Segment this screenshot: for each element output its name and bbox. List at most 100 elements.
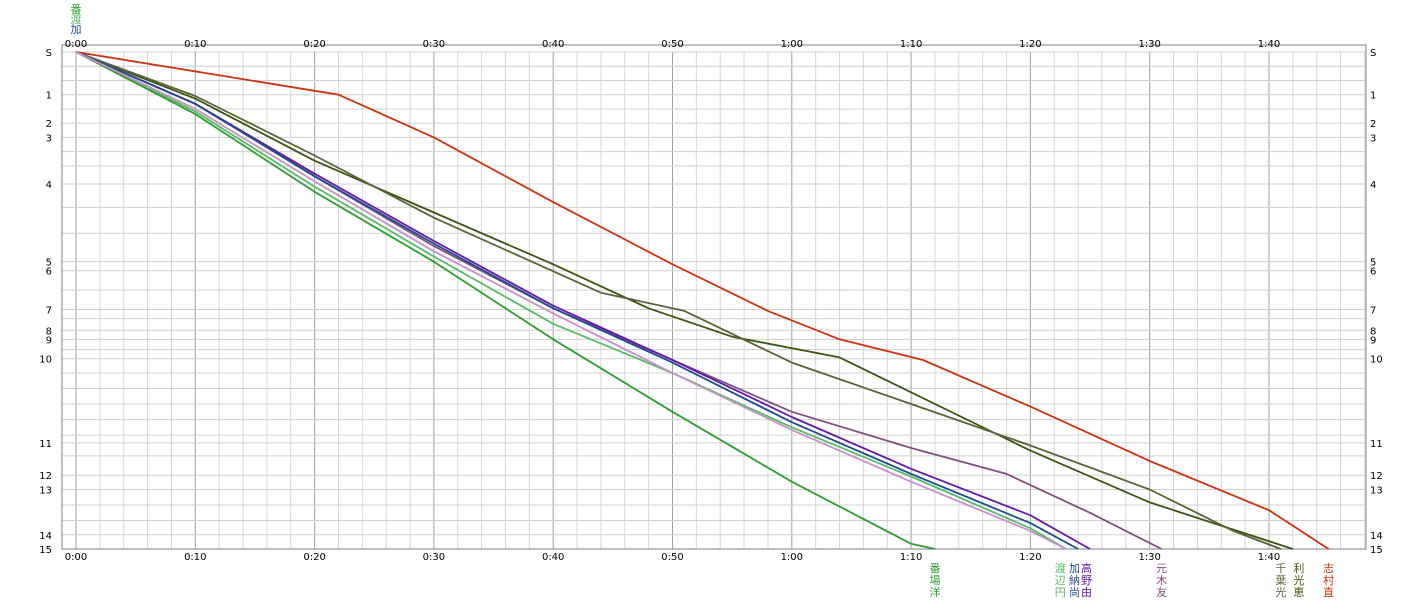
x-tick-label-top: 0:40 [542, 39, 564, 50]
series-line-8 [75, 51, 936, 550]
series-name-label: 高野由 [1081, 561, 1092, 599]
plot-border [61, 44, 1367, 550]
series-name-label: 加納尚 [1069, 562, 1080, 599]
y-tick-label-right: 5 [1370, 258, 1376, 269]
series-line-6 [75, 51, 1079, 550]
series-line-1 [75, 51, 1330, 550]
series-name-label: 利光恵 [1293, 562, 1304, 599]
y-tick-label-left: 12 [39, 471, 52, 482]
y-tick-label-left: S [46, 48, 52, 59]
series-name-char: 場 [929, 574, 940, 587]
x-tick-label-top: 0:00 [65, 39, 87, 50]
y-tick-label-right: 10 [1370, 355, 1383, 366]
top-left-glyph: 番 [71, 3, 82, 16]
x-tick-label-top: 1:20 [1019, 39, 1041, 50]
series-name-char: 野 [1081, 574, 1092, 587]
x-axis-ticks: 0:00 0:00 0:10 0:10 0:20 0:20 0:30 0:30 0:40 0:40… [65, 39, 1280, 563]
y-tick-label-left: 8 [46, 326, 52, 337]
x-tick-label-top: 0:10 [184, 39, 206, 50]
series-name-char: 千 [1275, 562, 1286, 575]
y-tick-label-left: 3 [46, 133, 52, 144]
series-name-label: 渡辺円 [1055, 561, 1066, 599]
y-tick-label-left: 7 [46, 306, 52, 317]
series-name-char: 渡 [1055, 561, 1066, 575]
y-tick-label-right: 3 [1370, 133, 1376, 144]
x-tick-label-top: 1:10 [900, 39, 922, 50]
plot-frame [61, 44, 1367, 550]
y-tick-label-left: 4 [46, 180, 52, 191]
y-tick-label-left: 11 [39, 439, 52, 450]
x-tick-label-bottom: 1:00 [781, 552, 803, 563]
x-tick-label-bottom: 1:30 [1138, 552, 1160, 563]
series-name-char: 円 [1055, 586, 1066, 599]
y-tick-label-right: 6 [1370, 267, 1376, 278]
series-name-char: 直 [1323, 585, 1334, 599]
y-tick-label-right: 11 [1370, 439, 1383, 450]
x-tick-label-bottom: 0:20 [303, 552, 325, 563]
y-tick-label-left: 13 [39, 485, 52, 496]
x-tick-label-bottom: 0:10 [184, 552, 206, 563]
series-name-label: 番場洋 [929, 562, 940, 599]
top-left-glyph: 渡 [71, 12, 82, 26]
x-tick-label-top: 0:20 [303, 39, 325, 50]
y-tick-label-right: 13 [1370, 485, 1383, 496]
series-name-char: 洋 [929, 585, 940, 599]
series-name-char: 尚 [1069, 585, 1080, 599]
series-name-char: 志 [1323, 562, 1334, 575]
y-tick-label-right: 8 [1370, 326, 1376, 337]
series-line-2 [75, 51, 1294, 550]
y-tick-label-right: 1 [1370, 91, 1376, 102]
y-tick-label-right: 12 [1370, 471, 1383, 482]
series-line-7 [75, 51, 1067, 550]
y-tick-label-right: 7 [1370, 306, 1376, 317]
series-name-char: 利 [1293, 562, 1304, 575]
y-tick-label-right: 14 [1370, 531, 1383, 542]
series-name-label: 元木友 [1156, 562, 1167, 599]
series-name-char: 村 [1323, 573, 1334, 587]
x-tick-label-top: 1:30 [1138, 39, 1160, 50]
y-tick-label-left: 6 [46, 267, 52, 278]
y-tick-label-left: 10 [39, 355, 52, 366]
y-tick-label-left: 2 [46, 119, 52, 130]
x-tick-label-bottom: 0:00 [65, 552, 87, 563]
y-tick-label-left: 1 [46, 91, 52, 102]
series-name-char: 木 [1156, 574, 1167, 587]
series-name-char: 光 [1293, 573, 1304, 587]
series-line-3 [75, 51, 1282, 550]
top-left-glyphs: 番渡加 [71, 3, 82, 36]
top-left-glyph: 加 [71, 23, 82, 36]
y-tick-label-left: 14 [39, 531, 52, 542]
y-tick-label-right: 2 [1370, 119, 1376, 130]
series-lines [75, 51, 1330, 550]
series-line-5 [75, 51, 1091, 550]
x-tick-label-bottom: 0:40 [542, 552, 564, 563]
series-name-char: 高 [1081, 561, 1092, 575]
series-name-char: 元 [1156, 562, 1167, 575]
x-tick-label-bottom: 0:50 [661, 552, 683, 563]
series-line-4 [75, 51, 1163, 550]
y-tick-label-left: 9 [46, 335, 52, 346]
y-tick-label-right: 4 [1370, 180, 1376, 191]
x-tick-label-bottom: 1:10 [900, 552, 922, 563]
x-tick-label-top: 1:00 [781, 39, 803, 50]
y-tick-label-left: 15 [39, 545, 52, 556]
series-name-char: 辺 [1055, 574, 1066, 587]
y-tick-label-right: S [1370, 48, 1376, 59]
series-name-char: 光 [1275, 585, 1286, 599]
x-tick-label-top: 0:50 [661, 39, 683, 50]
series-name-label: 志村直 [1323, 562, 1334, 599]
x-tick-label-bottom: 1:20 [1019, 552, 1041, 563]
series-name-char: 番 [929, 562, 940, 575]
series-name-char: 恵 [1293, 585, 1304, 599]
series-name-char: 友 [1156, 585, 1167, 599]
series-name-char: 葉 [1275, 573, 1286, 587]
series-line-9 [75, 51, 1067, 550]
y-tick-label-right: 9 [1370, 335, 1376, 346]
x-tick-label-bottom: 1:40 [1258, 552, 1280, 563]
series-name-char: 納 [1069, 574, 1080, 587]
x-tick-label-top: 1:40 [1258, 39, 1280, 50]
x-tick-label-bottom: 0:30 [423, 552, 445, 563]
series-name-label: 千葉光 [1275, 562, 1286, 599]
